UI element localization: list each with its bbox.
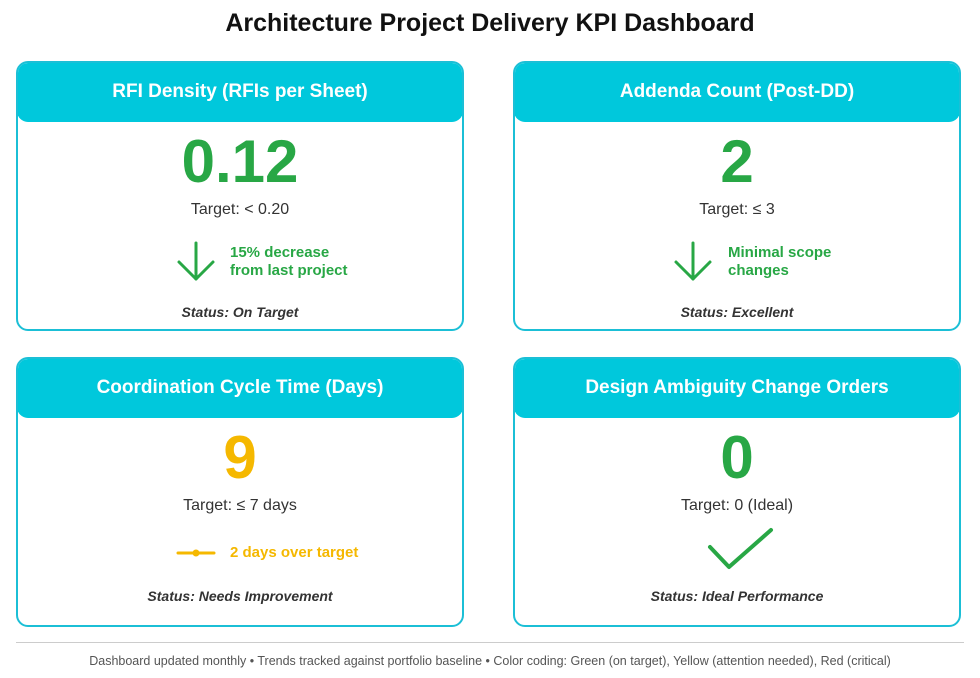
- trend-indicator: Minimal scope changes: [515, 241, 959, 287]
- kpi-card-rfi-density: RFI Density (RFIs per Sheet) 0.12 Target…: [16, 61, 464, 331]
- trend-line-1: 2 days over target: [230, 544, 359, 561]
- kpi-card-addenda-count: Addenda Count (Post-DD) 2 Target: ≤ 3 Mi…: [513, 61, 961, 331]
- trend-indicator: 15% decrease from last project: [18, 241, 462, 287]
- arrow-down-icon: [674, 241, 712, 281]
- card-header: RFI Density (RFIs per Sheet): [18, 63, 462, 122]
- trend-text: 15% decrease from last project: [230, 244, 348, 280]
- checkmark-icon: [708, 528, 773, 569]
- kpi-target: Target: ≤ 3: [699, 201, 775, 218]
- trend-indicator: [515, 528, 959, 583]
- trend-text: 2 days over target: [230, 544, 358, 562]
- trend-text: Minimal scope changes: [728, 244, 831, 280]
- kpi-value: 9: [223, 424, 257, 491]
- kpi-value: 0: [720, 424, 754, 491]
- card-header: Addenda Count (Post-DD): [515, 63, 959, 122]
- kpi-card-design-ambiguity-change-orders: Design Ambiguity Change Orders 0 Target:…: [513, 357, 961, 627]
- arrow-down-icon: [177, 241, 215, 281]
- kpi-status: Status: Needs Improvement: [147, 588, 333, 604]
- flat-line-icon: [176, 549, 216, 557]
- trend-line-2: changes: [728, 262, 789, 279]
- trend-line-1: 15% decrease: [230, 244, 330, 261]
- kpi-target: Target: 0 (Ideal): [680, 497, 794, 514]
- card-header: Design Ambiguity Change Orders: [515, 359, 959, 418]
- kpi-target: Target: ≤ 7 days: [183, 497, 297, 514]
- card-header: Coordination Cycle Time (Days): [18, 359, 462, 418]
- kpi-status: Status: Ideal Performance: [650, 588, 824, 604]
- trend-line-1: Minimal scope: [728, 244, 832, 261]
- footer-note: Dashboard updated monthly • Trends track…: [89, 654, 891, 668]
- footer-divider: [16, 642, 964, 643]
- kpi-value: 2: [720, 128, 754, 195]
- trend-line-2: from last project: [230, 262, 348, 279]
- kpi-card-coordination-cycle-time: Coordination Cycle Time (Days) 9 Target:…: [16, 357, 464, 627]
- trend-indicator: 2 days over target: [18, 537, 462, 583]
- kpi-status: Status: On Target: [181, 304, 299, 320]
- kpi-status: Status: Excellent: [680, 304, 794, 320]
- kpi-target: Target: < 0.20: [190, 201, 290, 218]
- kpi-value: 0.12: [181, 128, 299, 195]
- dashboard-title: Architecture Project Delivery KPI Dashbo…: [225, 9, 755, 37]
